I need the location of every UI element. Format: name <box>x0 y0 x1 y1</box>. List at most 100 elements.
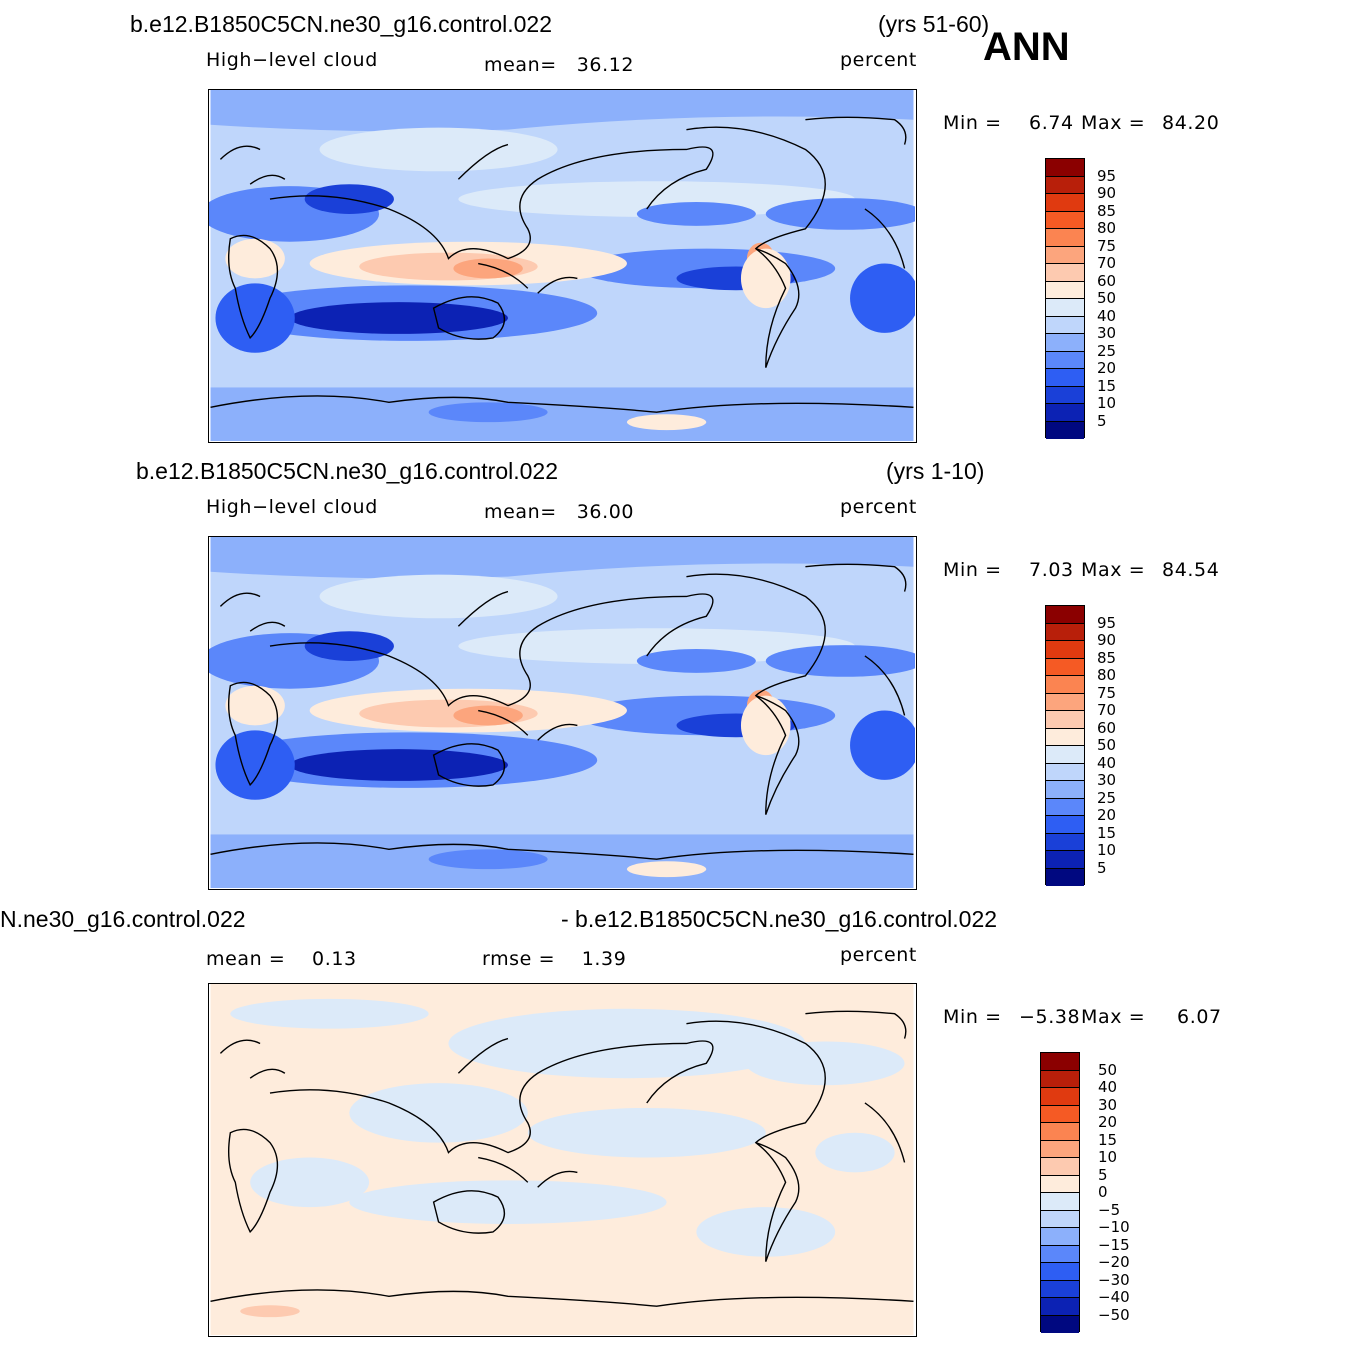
colorbar-swatch <box>1046 386 1084 404</box>
colorbar-tick-label: 75 <box>1097 683 1117 702</box>
colorbar-tick-label: 0 <box>1098 1183 1108 1201</box>
colorbar-swatch <box>1041 1245 1079 1263</box>
season-label: ANN <box>983 25 1070 69</box>
panel3-case-left: N.ne30_g16.control.022 <box>0 906 246 932</box>
colorbar-swatch <box>1046 421 1084 439</box>
colorbar-tick-label: 10 <box>1097 394 1117 412</box>
colorbar-swatch <box>1046 264 1084 282</box>
panel3-units: percent <box>840 944 917 966</box>
panel3-map-svg <box>210 984 914 1335</box>
colorbar-swatch <box>1041 1315 1079 1333</box>
panel2-max-label: Max = <box>1081 559 1146 581</box>
colorbar-tick-label: 50 <box>1097 289 1117 307</box>
colorbar-swatch <box>1046 658 1084 676</box>
colorbar-tick-label: 40 <box>1098 1078 1118 1096</box>
colorbar-swatch <box>1041 1280 1079 1298</box>
colorbar-tick-label: 10 <box>1098 1148 1118 1166</box>
colorbar-swatch <box>1046 369 1084 387</box>
colorbar-tick-label: 95 <box>1097 166 1117 185</box>
colorbar-tick-label: 25 <box>1097 341 1117 360</box>
colorbar-swatch <box>1041 1263 1079 1281</box>
colorbar-tick-label: 15 <box>1097 823 1117 842</box>
colorbar-swatch <box>1046 781 1084 799</box>
panel1-variable: High−level cloud <box>206 49 378 71</box>
colorbar-swatch <box>1046 404 1084 422</box>
panel2-case-title: b.e12.B1850C5CN.ne30_g16.control.022 <box>136 458 558 484</box>
colorbar-tick-label: 95 <box>1097 613 1117 632</box>
colorbar-tick-label: −50 <box>1098 1305 1130 1324</box>
colorbar-swatch <box>1046 728 1084 746</box>
panel2-years: (yrs 1-10) <box>886 458 985 484</box>
colorbar-swatch <box>1041 1298 1079 1316</box>
colorbar-swatch <box>1041 1070 1079 1088</box>
colorbar-tick-label: 40 <box>1097 753 1117 772</box>
colorbar-swatch <box>1041 1228 1079 1246</box>
colorbar-tick-label: 10 <box>1097 841 1117 859</box>
colorbar-tick-label: 80 <box>1097 666 1117 684</box>
panel1-min-value: 6.74 <box>1029 112 1074 134</box>
colorbar-tick-label: 50 <box>1098 1060 1118 1079</box>
colorbar-swatch <box>1046 606 1084 624</box>
panel3-max-label: Max = <box>1081 1006 1146 1028</box>
colorbar-swatch <box>1046 159 1084 177</box>
colorbar-swatch <box>1041 1210 1079 1228</box>
colorbar-tick-label: −5 <box>1098 1200 1121 1219</box>
colorbar-swatch <box>1041 1140 1079 1158</box>
colorbar-swatch <box>1046 851 1084 869</box>
panel2-map-svg <box>209 537 915 888</box>
panel1-units: percent <box>840 49 917 71</box>
colorbar-swatch <box>1046 676 1084 694</box>
panel3-max-value: 6.07 <box>1177 1006 1222 1028</box>
colorbar-swatch <box>1041 1053 1079 1071</box>
colorbar-tick-label: 20 <box>1098 1113 1118 1131</box>
panel2-min-label: Min = <box>943 559 1002 581</box>
panel2-variable: High−level cloud <box>206 496 378 518</box>
colorbar-tick-label: 15 <box>1097 376 1117 395</box>
panel3-case-right: - b.e12.B1850C5CN.ne30_g16.control.022 <box>561 906 998 932</box>
colorbar-swatch <box>1046 798 1084 816</box>
colorbar-swatch <box>1041 1123 1079 1141</box>
colorbar-tick-label: 20 <box>1097 806 1117 824</box>
panel3-map <box>208 983 917 1337</box>
panel3-min-value: −5.38 <box>1019 1006 1081 1028</box>
colorbar-tick-label: 70 <box>1097 701 1117 719</box>
colorbar-tick-label: 20 <box>1097 359 1117 377</box>
colorbar-swatch <box>1046 833 1084 851</box>
colorbar-tick-label: 50 <box>1097 736 1117 754</box>
colorbar-tick-label: 30 <box>1097 771 1117 789</box>
colorbar-swatch <box>1046 763 1084 781</box>
colorbar-tick-label: 30 <box>1098 1095 1118 1114</box>
colorbar-swatch <box>1046 711 1084 729</box>
colorbar-swatch <box>1041 1105 1079 1123</box>
panel2-min-value: 7.03 <box>1029 559 1074 581</box>
colorbar-tick-label: 85 <box>1097 648 1117 667</box>
colorbar-tick-label: −20 <box>1098 1253 1130 1271</box>
colorbar-tick-label: −40 <box>1098 1288 1130 1306</box>
colorbar-tick-label: 85 <box>1097 201 1117 220</box>
colorbar-swatch <box>1041 1088 1079 1106</box>
colorbar-tick-label: 75 <box>1097 236 1117 255</box>
panel2-colorbar <box>1045 605 1085 886</box>
panel1-colorbar <box>1045 158 1085 439</box>
colorbar-swatch <box>1046 281 1084 299</box>
colorbar-swatch <box>1046 246 1084 264</box>
colorbar-swatch <box>1046 194 1084 212</box>
panel1-map <box>208 89 917 443</box>
colorbar-swatch <box>1046 746 1084 764</box>
colorbar-tick-label: 70 <box>1097 254 1117 272</box>
colorbar-tick-label: 80 <box>1097 219 1117 237</box>
colorbar-swatch <box>1046 868 1084 886</box>
panel1-years: (yrs 51-60) <box>878 11 990 37</box>
colorbar-tick-label: 5 <box>1097 411 1107 430</box>
colorbar-tick-label: 25 <box>1097 788 1117 807</box>
colorbar-swatch <box>1046 351 1084 369</box>
colorbar-tick-label: 90 <box>1097 631 1117 649</box>
panel1-max-value: 84.20 <box>1162 112 1220 134</box>
panel1-max-label: Max = <box>1081 112 1146 134</box>
panel1-min-label: Min = <box>943 112 1002 134</box>
panel3-min-label: Min = <box>943 1006 1002 1028</box>
colorbar-tick-label: 15 <box>1098 1130 1118 1149</box>
colorbar-swatch <box>1041 1158 1079 1176</box>
colorbar-tick-label: −30 <box>1098 1270 1130 1289</box>
colorbar-swatch <box>1046 641 1084 659</box>
